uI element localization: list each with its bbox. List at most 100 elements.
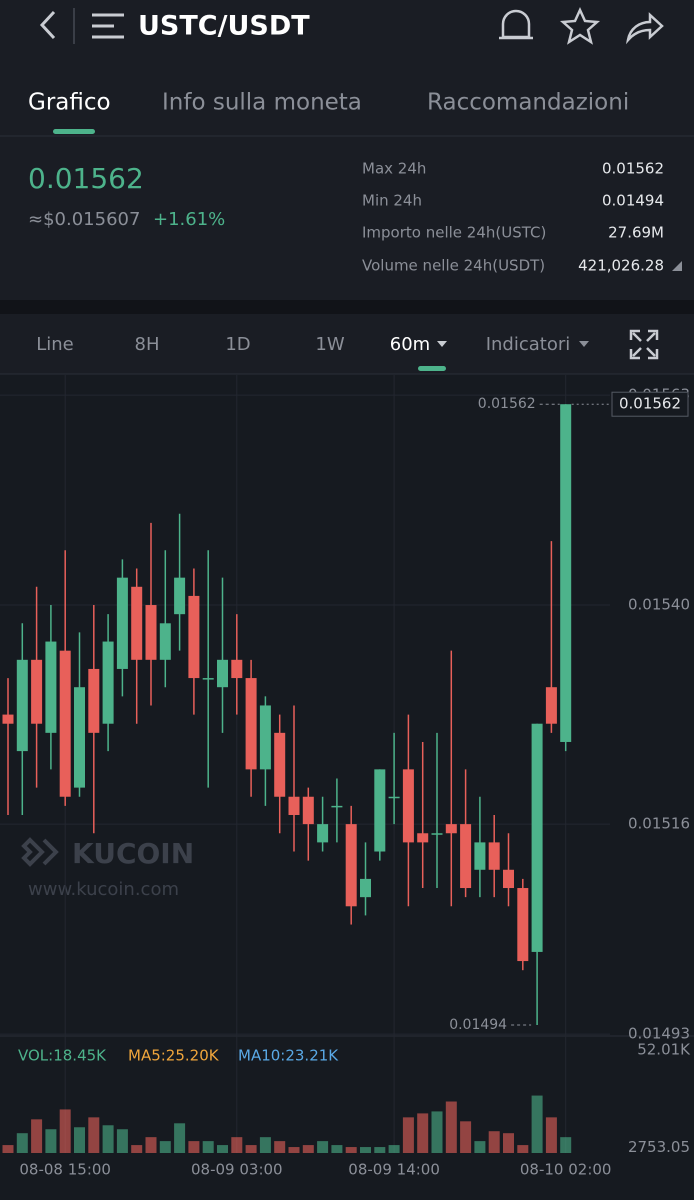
candle-body [74,687,85,788]
interval-button[interactable]: Line [36,334,74,355]
fullscreen-icon[interactable] [629,329,659,360]
plot: 0.015630.015400.015160.0149352.01K2753.0… [0,375,691,1179]
candle-body [360,878,371,898]
volume-bar [102,1125,114,1153]
candle-body [231,659,243,679]
volume-bar [174,1123,186,1153]
volume-bar [159,1141,171,1153]
interval-button[interactable]: 8H [135,334,160,355]
y-tick-label: 0.01540 [628,596,690,614]
candle-body [102,641,114,724]
volume-tick-label: 2753.05 [628,1138,690,1156]
volume-bar [74,1127,85,1153]
tab[interactable]: Info sulla moneta [162,90,362,116]
last-price-label: 0.01562 [619,395,681,413]
volume-bar [59,1109,71,1153]
alert-icon[interactable] [499,9,533,40]
candle-body [417,833,429,843]
tab-underline [53,129,95,134]
candle-body [517,888,529,962]
volume-legend: VOL:18.45K [18,1047,107,1065]
volume-bar [360,1147,371,1153]
stats: Max 24h 0.01562 Min 24h 0.01494 Importo … [362,160,664,275]
usd-price: ≈$0.015607 [28,209,140,230]
candle-body [31,659,43,724]
candle-body [345,824,357,907]
watermark-logo [21,837,59,867]
candle-body [131,586,143,660]
volume-bar [531,1095,543,1153]
volume-bar [245,1145,257,1153]
volume-bar [16,1133,28,1153]
candle-body [288,796,300,815]
candle-body [174,577,186,615]
candle-body [202,678,214,680]
candle-body [531,723,543,952]
interval-active[interactable]: 60m [390,334,430,355]
volume-bar [217,1145,228,1153]
last-price: 0.01562 [28,162,144,195]
tab-active[interactable]: Grafico [28,90,111,116]
candle-body [560,404,572,742]
dropdown-arrow [437,341,447,347]
volume-bar [231,1137,243,1153]
volume-bar [460,1121,472,1153]
candle-body [431,833,443,835]
candle-body [159,623,171,660]
pair-title: USTC/USDT [138,11,310,42]
candle-body [45,641,57,733]
section-gap [0,300,694,314]
volume-tick-label: 52.01K [637,1041,691,1059]
volume-bar [345,1147,357,1153]
candle-body [2,714,14,724]
stat-value: 0.01562 [602,160,664,178]
candle-body [402,769,414,843]
volume-bar [31,1119,43,1153]
volume-bar [116,1129,128,1153]
candle-body [217,659,228,688]
candle-body [245,678,257,770]
volume-legend: MA10:23.21K [238,1047,339,1065]
volume-bar [317,1141,329,1153]
stat-label: Min 24h [362,192,422,210]
menu-icon[interactable] [92,13,124,39]
candle-body [503,869,514,889]
volume-bar [88,1117,100,1153]
volume-legend: MA5:25.20K [128,1047,220,1065]
x-tick-label: 08-08 15:00 [19,1161,111,1179]
volume-bar [474,1141,486,1153]
volume-bar [202,1141,214,1153]
candle-body [460,824,472,889]
candle-body [388,796,400,799]
stat-value: 0.01494 [602,192,664,210]
volume-bar [445,1101,457,1153]
volume-bar [188,1141,200,1153]
change: +1.61% [153,209,225,230]
candle-body [331,805,343,808]
interval-button[interactable]: 1D [225,334,250,355]
volume-bar [45,1129,57,1153]
candle-body [302,796,314,825]
share-icon[interactable] [626,12,664,45]
stat-value: 421,026.28 [578,257,664,275]
volume-bar [145,1137,157,1153]
favorite-icon[interactable] [559,6,601,45]
candle-body [116,577,128,669]
volume-bar [259,1137,271,1153]
back-button[interactable] [39,10,56,40]
candle-body [88,668,100,733]
candle-body [188,595,200,679]
indicators-button[interactable]: Indicatori [486,334,571,355]
volume-bar [431,1111,443,1153]
candle-body [317,824,329,843]
min-label: 0.01494 [449,1017,507,1033]
corner-triangle [672,261,682,271]
tab[interactable]: Raccomandazioni [427,90,629,116]
y-tick-label: 0.01493 [628,1025,690,1043]
volume-bar [560,1137,572,1153]
candle-body [474,842,486,870]
y-tick-label: 0.01516 [628,815,690,833]
interval-button[interactable]: 1W [315,334,344,355]
